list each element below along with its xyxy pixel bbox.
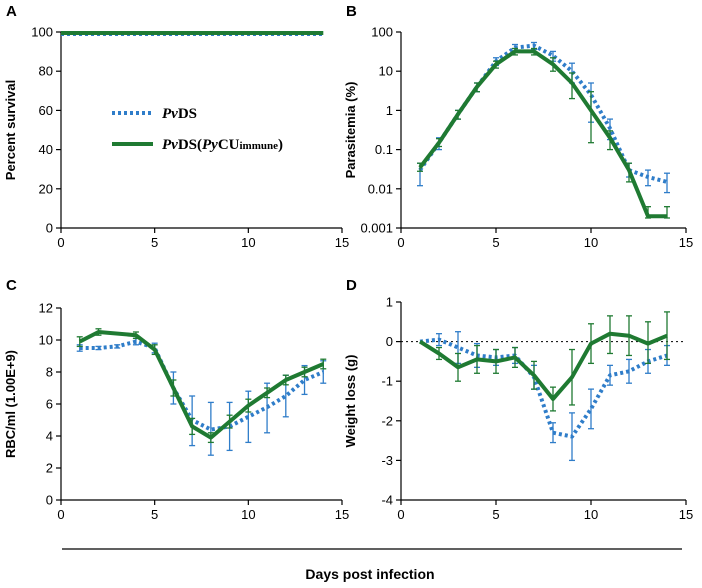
panel-a-letter: A <box>6 3 17 20</box>
panel-b-x-tick-label: 0 <box>397 235 404 250</box>
panel-a-y-tick-label: 0 <box>46 221 53 236</box>
panel-d-y-axis-label: Weight loss (g) <box>343 355 358 448</box>
panel-a-y-tick-label: 40 <box>39 142 53 157</box>
legend-pvds-pycu-label: PvDS(PyCUimmune) <box>162 137 283 153</box>
panel-b-y-tick-label: 1 <box>386 103 393 118</box>
panel-b-y-tick-label: 0.01 <box>368 181 393 196</box>
legend: PvDS PvDS(PyCUimmune) <box>112 106 283 153</box>
panel-a-y-tick-label: 80 <box>39 64 53 79</box>
panel-a-x-tick-label: 15 <box>335 235 349 250</box>
panel-d-series-pvds-pycu <box>420 312 670 411</box>
panel-a-x-tick-label: 5 <box>151 235 158 250</box>
panel-b-series-pvds-pycu <box>417 48 670 218</box>
panel-b-y-tick-label: 0.1 <box>375 142 393 157</box>
panel-c-y-axis-label: RBC/ml (1.00E+9) <box>3 350 18 458</box>
panel-a: A 0 5 10 15 0 20 40 60 80 100 Percent survival PvD… <box>3 3 349 250</box>
panel-b-y-tick-label: 10 <box>379 64 393 79</box>
panel-d: D 0 5 10 15 -4 -3 -2 -1 0 1 Weight loss (g) <box>343 277 693 522</box>
panel-d-y-tick-label: -3 <box>381 453 393 468</box>
panel-b-x-tick-label: 15 <box>679 235 693 250</box>
panel-d-x-tick-label: 5 <box>492 507 499 522</box>
panel-d-x-tick-label: 15 <box>679 507 693 522</box>
panel-b-pvds-pycu-line <box>420 51 667 216</box>
panel-c-y-tick-label: 2 <box>46 461 53 476</box>
panel-d-y-tick-label: -4 <box>381 493 393 508</box>
panel-d-y-tick-label: -1 <box>381 374 393 389</box>
panel-c-x-tick-label: 10 <box>241 507 255 522</box>
panel-c-series-pvds <box>77 338 327 455</box>
panel-b-x-tick-label: 10 <box>584 235 598 250</box>
panel-b-letter: B <box>346 3 357 20</box>
legend-pvds-label: PvDS <box>162 106 197 122</box>
panel-c-x-tick-label: 0 <box>57 507 64 522</box>
panel-c-y-tick-label: 8 <box>46 365 53 380</box>
panel-a-y-tick-label: 100 <box>31 25 53 40</box>
figure: A 0 5 10 15020406080100Percent survival PvD… <box>0 0 702 588</box>
panel-c-y-tick-label: 10 <box>39 333 53 348</box>
panel-d-y-tick-label: -2 <box>381 413 393 428</box>
panel-a-y-tick-label: 60 <box>39 103 53 118</box>
panel-d-series-pvds <box>420 332 670 461</box>
panel-a-x-tick-label: 10 <box>241 235 255 250</box>
panel-d-x-tick-label: 10 <box>584 507 598 522</box>
panel-d-letter: D <box>346 277 357 294</box>
panel-c-letter: C <box>6 277 17 294</box>
panel-a-x-tick-label: 0 <box>57 235 64 250</box>
panel-c-y-tick-label: 12 <box>39 301 53 316</box>
panel-b-x-tick-label: 5 <box>492 235 499 250</box>
panel-a-y-axis-label: Percent survival <box>3 80 18 180</box>
panel-a-y-tick-label: 20 <box>39 181 53 196</box>
panel-c: C 0 5 10 15 0 2 4 6 8 10 12 RBC/ml (1.00E+9) <box>3 277 349 522</box>
panel-d-pvds-pycu-line <box>420 334 667 399</box>
panel-b: B 0 5 10 15 0.001 0.01 0.1 1 10 100 Parasitemia (%… <box>343 3 693 250</box>
panel-b-y-axis-label: Parasitemia (%) <box>343 82 358 179</box>
panel-c-x-tick-label: 5 <box>151 507 158 522</box>
panel-d-y-tick-label: 1 <box>386 295 393 310</box>
panel-d-x-tick-label: 0 <box>397 507 404 522</box>
panel-c-x-tick-label: 15 <box>335 507 349 522</box>
shared-xlabel: Days post infection <box>305 566 434 582</box>
panel-b-y-tick-label: 0.001 <box>360 221 393 236</box>
panel-c-y-tick-label: 4 <box>46 429 53 444</box>
panel-c-y-tick-label: 6 <box>46 397 53 412</box>
panel-c-y-tick-label: 0 <box>46 493 53 508</box>
panel-b-y-tick-label: 100 <box>371 25 393 40</box>
panel-d-y-tick-label: 0 <box>386 334 393 349</box>
